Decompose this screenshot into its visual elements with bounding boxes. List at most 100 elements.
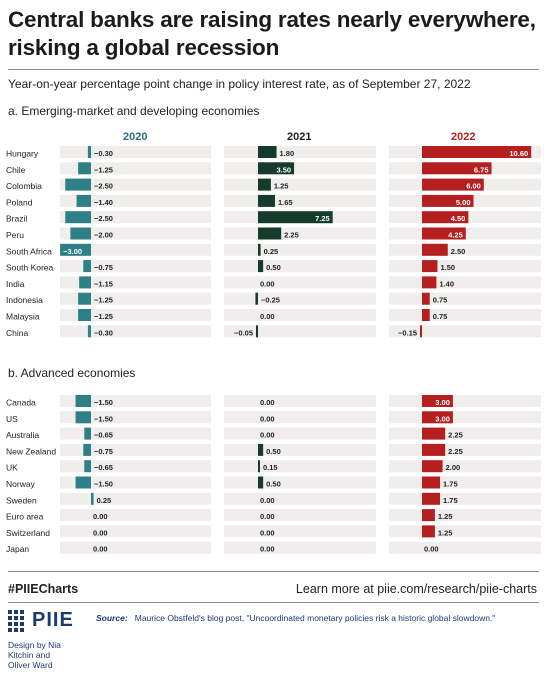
value-label-2021: 1.25: [274, 182, 289, 191]
row-track: [60, 525, 211, 538]
value-label-2022: 4.25: [448, 231, 463, 240]
value-label-2022: 1.50: [440, 263, 455, 272]
value-label-2021: 0.50: [266, 447, 281, 456]
design-credit: Design by Nia Kitchin and Oliver Ward: [8, 640, 61, 670]
value-label-2021: 0.00: [260, 398, 275, 407]
bar-2022: [422, 525, 435, 538]
bar-2022: [422, 443, 446, 456]
category-label: Chile: [6, 165, 26, 175]
row-track: [389, 411, 541, 424]
value-label-2021: 2.25: [284, 231, 299, 240]
bar-2020: [91, 492, 94, 505]
row-track: [224, 162, 376, 175]
row-track: [389, 509, 541, 522]
category-label: China: [6, 328, 28, 338]
row-track: [60, 476, 211, 489]
value-label-2022: 1.40: [439, 279, 454, 288]
row-track: [389, 325, 541, 338]
bar-2022: [422, 492, 441, 505]
row-track: [224, 492, 376, 505]
section-b-title: b. Advanced economies: [8, 366, 136, 380]
category-label: Japan: [6, 544, 29, 554]
bar-2020: [76, 194, 91, 207]
category-label: Euro area: [6, 512, 44, 522]
row-track: [224, 460, 376, 473]
row-track: [60, 325, 211, 338]
bar-2020: [65, 211, 91, 224]
category-label: New Zealand: [6, 446, 56, 456]
logo-text: PIIE: [32, 609, 74, 631]
row-track: [60, 309, 211, 321]
value-label-2022: 0.00: [424, 545, 439, 554]
value-label-2020: −2.50: [94, 214, 113, 223]
bar-2021: [258, 178, 271, 191]
value-label-2021: 0.50: [266, 263, 281, 272]
bar-2020: [83, 443, 91, 456]
source-note: Source: Maurice Obstfeld's blog post, "U…: [96, 613, 495, 623]
value-label-2021: −0.25: [261, 296, 280, 305]
bar-2020: [75, 476, 91, 489]
bar-2020: [75, 395, 91, 407]
value-label-2020: −0.30: [94, 149, 113, 158]
category-label: Norway: [6, 479, 36, 489]
value-label-2020: −0.75: [94, 447, 113, 456]
value-label-2020: 0.25: [97, 496, 112, 505]
value-label-2020: −1.25: [94, 296, 113, 305]
value-label-2022: 1.25: [438, 528, 453, 537]
row-track: [389, 276, 541, 289]
category-label: Indonesia: [6, 295, 43, 305]
row-track: [389, 476, 541, 489]
value-label-2021: 1.80: [280, 149, 295, 158]
row-track: [389, 492, 541, 505]
value-label-2020: −1.50: [94, 398, 113, 407]
value-label-2020: −1.50: [94, 480, 113, 489]
value-label-2021: 0.00: [260, 312, 275, 321]
value-label-2022: 3.00: [435, 398, 450, 407]
learn-more-link[interactable]: Learn more at piie.com/research/piie-cha…: [295, 582, 537, 596]
row-track: [60, 146, 211, 158]
row-track: [224, 146, 376, 158]
bar-2022: [422, 292, 430, 305]
row-track: [224, 309, 376, 321]
value-label-2020: −1.25: [94, 312, 113, 321]
row-track: [389, 309, 541, 321]
value-label-2022: 0.75: [433, 312, 448, 321]
bar-2021: [258, 243, 261, 256]
value-label-2022: 0.75: [433, 296, 448, 305]
year-header-2021: 2021: [287, 131, 312, 143]
category-label: Peru: [6, 230, 24, 240]
value-label-2022: 2.50: [451, 247, 466, 256]
value-label-2021: 0.00: [260, 496, 275, 505]
source-label: Source:: [96, 613, 128, 623]
category-label: UK: [6, 463, 18, 473]
bar-2020: [84, 427, 91, 440]
bar-2022: [422, 411, 453, 424]
row-track: [60, 194, 211, 207]
category-label: South Africa: [6, 246, 52, 256]
title-rule: [8, 69, 539, 70]
value-label-2020: −1.15: [94, 279, 113, 288]
bar-2021: [258, 211, 333, 224]
category-label: Switzerland: [6, 528, 50, 538]
row-track: [60, 411, 211, 424]
value-label-2020: −0.65: [94, 431, 113, 440]
category-label: Poland: [6, 197, 33, 207]
value-label-2021: 0.00: [260, 431, 275, 440]
category-label: Canada: [6, 398, 36, 408]
row-track: [60, 276, 211, 289]
bar-2021: [258, 227, 282, 240]
bar-2021: [258, 476, 264, 489]
row-track: [60, 292, 211, 305]
value-label-2022: 1.75: [443, 496, 458, 505]
bar-2022: [422, 476, 441, 489]
bar-2020: [83, 260, 91, 273]
row-track: [224, 194, 376, 207]
row-track: [389, 541, 541, 554]
bar-2020: [70, 227, 91, 240]
value-label-2020: −1.40: [94, 198, 113, 207]
row-track: [224, 276, 376, 289]
row-track: [224, 292, 376, 305]
row-track: [60, 243, 211, 256]
footer-rule-2: [8, 602, 539, 603]
row-track: [224, 178, 376, 191]
